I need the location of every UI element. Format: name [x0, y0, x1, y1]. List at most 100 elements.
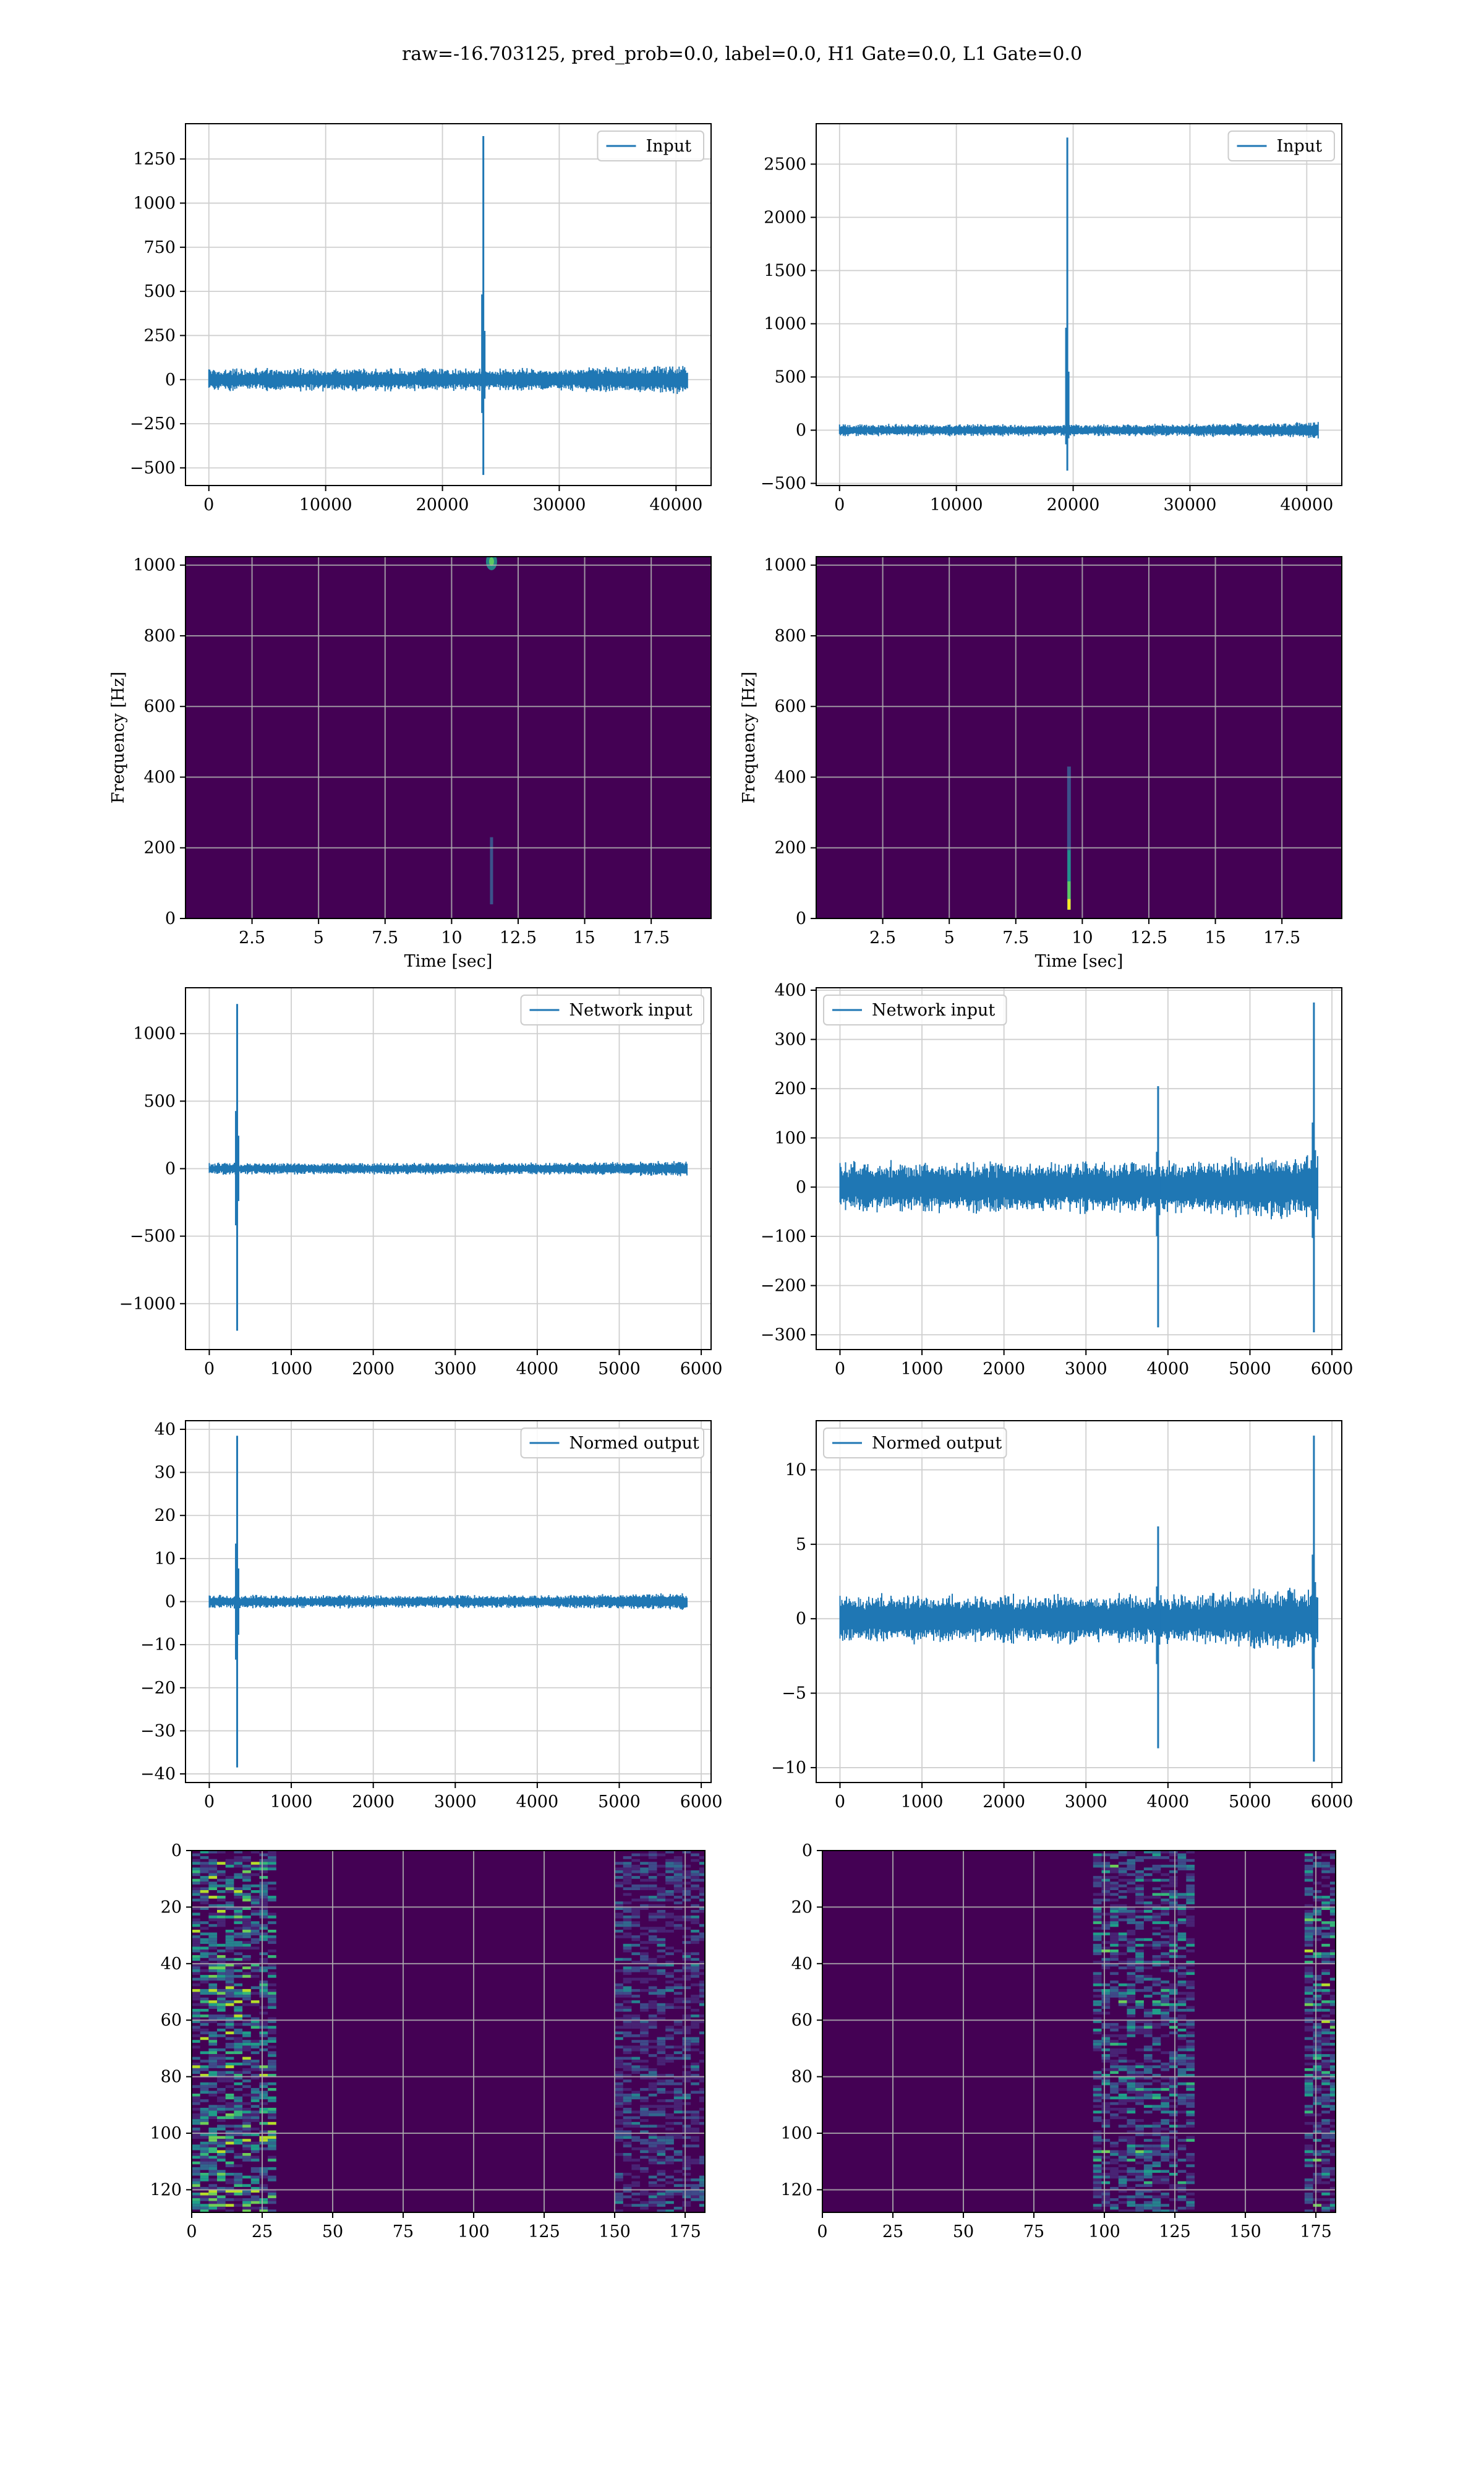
heatmap-cell — [1143, 1867, 1153, 1870]
heatmap-cell — [1110, 2167, 1119, 2170]
heatmap-cell — [1186, 2096, 1195, 2100]
heatmap-cell — [640, 1941, 649, 1944]
heatmap-cell — [1152, 2096, 1161, 2100]
heatmap-cell — [1127, 2139, 1136, 2142]
heatmap-cell — [1329, 1912, 1336, 1916]
heatmap-cell — [192, 1977, 200, 1981]
y-tick-label: 2000 — [764, 208, 806, 227]
heatmap-cell — [1321, 1867, 1330, 1870]
y-tick-label: 0 — [165, 1593, 176, 1612]
heatmap-cell — [208, 1986, 218, 1989]
heatmap-cell — [200, 1988, 209, 1992]
heatmap-cell — [259, 1853, 268, 1857]
heatmap-cell — [259, 1910, 268, 1913]
heatmap-cell — [192, 2011, 200, 2015]
heatmap-cell — [259, 1958, 268, 1961]
heatmap-cell — [192, 1997, 200, 2001]
heatmap-cell — [208, 2195, 218, 2199]
heatmap-cell — [1127, 2026, 1136, 2029]
heatmap-cell — [200, 2175, 209, 2179]
heatmap-cell — [673, 2091, 683, 2094]
heatmap-cell — [1186, 2006, 1195, 2009]
heatmap-cell — [1110, 2170, 1119, 2173]
heatmap-cell — [623, 1927, 632, 1930]
heatmap-cell — [1135, 1975, 1144, 1978]
heatmap-cell — [673, 1856, 683, 1859]
heatmap-cell — [673, 1915, 683, 1919]
heatmap-cell — [1093, 1884, 1102, 1888]
heatmap-cell — [217, 1907, 226, 1910]
heatmap-cell — [673, 2051, 683, 2055]
heatmap-cell — [1177, 1972, 1187, 1975]
heatmap-cell — [640, 2110, 649, 2114]
heatmap-cell — [268, 2178, 276, 2181]
heatmap-cell — [1186, 1878, 1195, 1882]
heatmap-cell — [1177, 1946, 1187, 1950]
heatmap-cell — [1135, 2026, 1144, 2029]
heatmap-cell — [200, 1864, 209, 1868]
heatmap-cell — [673, 2107, 683, 2111]
heatmap-cell — [192, 2127, 200, 2131]
heatmap-cell — [225, 1864, 234, 1868]
heatmap-cell — [259, 1859, 268, 1862]
heatmap-cell — [192, 2068, 200, 2071]
y-tick-label: 0 — [171, 1841, 182, 1860]
heatmap-cell — [1321, 2054, 1330, 2057]
heatmap-cell — [259, 2201, 268, 2204]
heatmap-cell — [682, 2195, 691, 2199]
heatmap-cell — [691, 1938, 699, 1941]
legend: Input — [597, 131, 704, 161]
heatmap-cell — [691, 1952, 699, 1956]
legend-box — [1227, 131, 1335, 161]
heatmap-cell — [217, 1988, 226, 1992]
heatmap-cell — [1093, 2181, 1102, 2185]
heatmap-cell — [200, 2153, 209, 2156]
heatmap-cell — [217, 2107, 226, 2111]
heatmap-cell — [1186, 2121, 1195, 2125]
heatmap-cell — [192, 1924, 200, 1927]
heatmap-cell — [1321, 2094, 1330, 2097]
heatmap-cell — [225, 2062, 234, 2066]
heatmap-cell — [657, 2150, 666, 2154]
heatmap-cell — [1143, 2028, 1153, 2032]
heatmap-cell — [1127, 1912, 1136, 1916]
heatmap-cell — [640, 1878, 649, 1882]
heatmap-cell — [1101, 2079, 1111, 2082]
heatmap-cell — [1127, 1851, 1136, 1854]
heatmap-cell — [200, 1890, 209, 1893]
x-tick-label: 1000 — [901, 1792, 944, 1812]
heatmap-cell — [1143, 2170, 1153, 2173]
heatmap-cell — [623, 1856, 632, 1859]
heatmap-cell — [673, 1977, 683, 1981]
x-axis-label: Time [sec] — [404, 952, 493, 971]
heatmap-cell — [648, 1898, 657, 1902]
heatmap-cell — [657, 2141, 666, 2145]
heatmap-cell — [1127, 1878, 1136, 1882]
y-tick-label: 0 — [796, 909, 806, 928]
heatmap-cell — [250, 1912, 260, 1916]
heatmap-cell — [1186, 2139, 1195, 2142]
heatmap-cell — [1186, 1884, 1195, 1888]
heatmap-cell — [1177, 2074, 1187, 2077]
heatmap-cell — [691, 1921, 699, 1924]
heatmap-cell — [1101, 1921, 1111, 1924]
heatmap-cell — [682, 2201, 691, 2204]
heatmap-cell — [268, 2060, 276, 2063]
heatmap-cell — [1177, 1859, 1187, 1862]
heatmap-cell — [234, 2014, 243, 2018]
heatmap-cell — [631, 1898, 641, 1902]
heatmap-cell — [682, 1977, 691, 1981]
heatmap-cell — [1321, 2209, 1330, 2212]
heatmap-cell — [208, 1918, 218, 1922]
heatmap-cell — [699, 2204, 705, 2207]
heatmap-cell — [623, 1870, 632, 1873]
heatmap-cell — [1177, 1918, 1187, 1922]
heatmap-cell — [1152, 1893, 1161, 1896]
heatmap-cell — [657, 1864, 666, 1868]
heatmap-cell — [648, 2113, 657, 2117]
heatmap-cell — [657, 1955, 666, 1958]
heatmap-cell — [225, 2141, 234, 2145]
heatmap-cell — [1161, 2065, 1169, 2068]
heatmap-cell — [640, 2096, 649, 2100]
heatmap-cell — [1169, 1952, 1178, 1956]
